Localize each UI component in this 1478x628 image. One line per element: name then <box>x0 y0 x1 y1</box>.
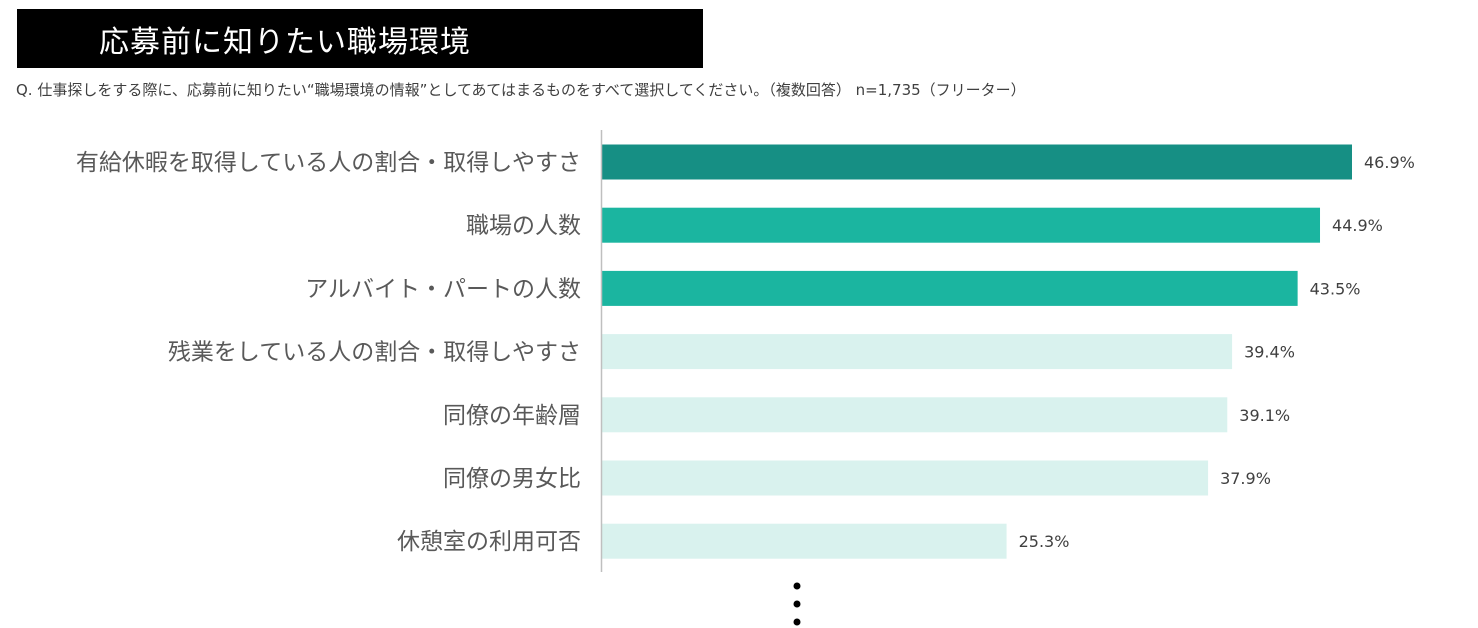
value-label: 43.5% <box>1310 279 1361 298</box>
category-label: 同僚の男女比 <box>443 466 581 492</box>
bar <box>602 270 1298 306</box>
category-label: 残業をしている人の割合・取得しやすさ <box>168 340 581 366</box>
ellipsis-dot <box>793 600 801 608</box>
ellipsis-dot <box>793 582 801 590</box>
chart-title: 応募前に知りたい職場環境 <box>17 9 703 68</box>
more-items-ellipsis-icon <box>793 582 801 626</box>
value-label: 46.9% <box>1364 153 1415 172</box>
bar <box>602 207 1321 243</box>
value-label: 39.1% <box>1239 406 1290 425</box>
value-label: 39.4% <box>1244 343 1295 362</box>
ellipsis-dot <box>793 618 801 626</box>
value-label: 25.3% <box>1019 532 1070 551</box>
value-label: 44.9% <box>1332 216 1383 235</box>
category-label: 同僚の年齢層 <box>443 403 581 429</box>
value-label: 37.9% <box>1220 469 1271 488</box>
category-label: 職場の人数 <box>466 213 581 239</box>
survey-question: Q. 仕事探しをする際に、応募前に知りたい“職場環境の情報”としてあてはまるもの… <box>16 81 1026 99</box>
bar <box>602 460 1209 496</box>
category-label: 有給休暇を取得している人の割合・取得しやすさ <box>76 150 581 176</box>
bar <box>602 144 1352 180</box>
category-label: 休憩室の利用可否 <box>397 529 581 555</box>
bar <box>602 523 1007 559</box>
bar <box>602 334 1233 370</box>
category-label: アルバイト・パートの人数 <box>305 276 581 302</box>
bar <box>602 397 1228 433</box>
